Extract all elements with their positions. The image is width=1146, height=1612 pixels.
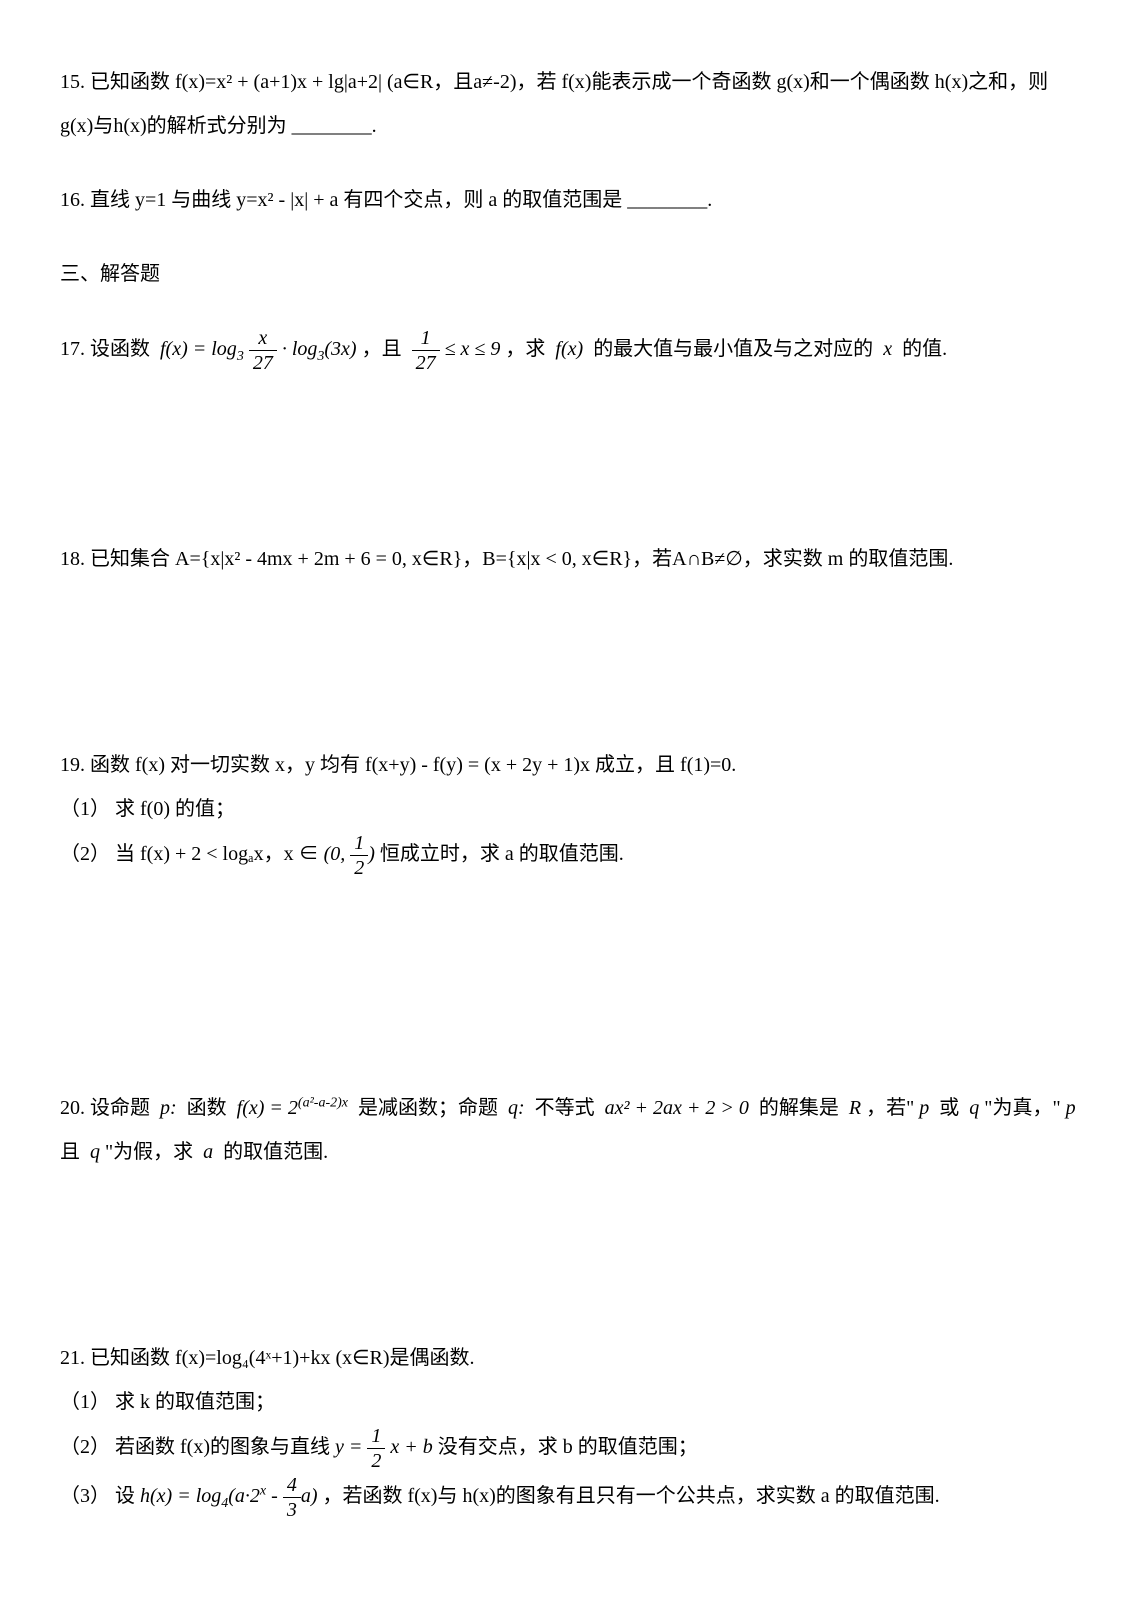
problem-20-number: 20. <box>60 1097 90 1119</box>
problem-20-text-4: 不等式 <box>535 1097 595 1119</box>
problem-21-sub1-prefix: （1） <box>60 1391 110 1413</box>
problem-19-sub1-prefix: （1） <box>60 798 110 820</box>
problem-17-text-3: ，求 <box>505 338 545 360</box>
problem-17-text-1: 设函数 <box>90 338 150 360</box>
problem-19-sub2-text-1: 当 f(x) + 2 < logₐx，x ∈ <box>115 843 324 865</box>
problem-16: 16. 直线 y=1 与曲线 y=x² - |x| + a 有四个交点，则 a … <box>60 178 1086 222</box>
section-title-text: 三、解答题 <box>60 263 160 285</box>
problem-19-text: 函数 f(x) 对一切实数 x，y 均有 f(x+y) - f(y) = (x … <box>90 754 736 776</box>
problem-20-text-1: 设命题 <box>90 1097 150 1119</box>
problem-20-text-8: "为真，" <box>984 1097 1060 1119</box>
problem-17-formula-2: 127 ≤ x ≤ 9 <box>407 338 501 360</box>
problem-19-number: 19. <box>60 754 90 776</box>
problem-20-text-6: ，若" <box>866 1097 914 1119</box>
problem-19-formula-1: (0, 12) <box>324 843 375 865</box>
problem-20-formula-2: f(x) = 2(a²-a-2)x <box>232 1097 353 1119</box>
problem-17-text-2: ，且 <box>362 338 402 360</box>
problem-20-formula-5: R <box>844 1097 861 1119</box>
problem-21-sub2-text-1: 若函数 f(x)的图象与直线 <box>115 1436 335 1458</box>
problem-21-sub3: （3） 设 h(x) = log4(a·2x - 43a) ，若函数 f(x)与… <box>60 1473 1086 1522</box>
problem-19-sub1-text: 求 f(0) 的值； <box>115 798 235 820</box>
problem-21-text: 已知函数 f(x)=log₄(4ˣ+1)+kx (x∈R)是偶函数. <box>90 1347 475 1369</box>
problem-20-formula-10: a <box>198 1141 218 1163</box>
problem-17-formula-1: f(x) = log3 x27 · log3(3x) <box>155 338 357 360</box>
problem-21-sub3-text-1: 设 <box>115 1485 140 1507</box>
problem-21-formula-2: h(x) = log4(a·2x - 43a) <box>140 1485 317 1507</box>
problem-19-sub2-prefix: （2） <box>60 843 110 865</box>
problem-15-text: 已知函数 f(x)=x² + (a+1)x + lg|a+2| (a∈R，且a≠… <box>60 71 1048 137</box>
problem-20-formula-9: q <box>85 1141 100 1163</box>
problem-19-sub2-text-2: 恒成立时，求 a 的取值范围. <box>380 843 624 865</box>
problem-21-sub1: （1） 求 k 的取值范围； <box>60 1380 1086 1424</box>
problem-21-sub2-prefix: （2） <box>60 1436 110 1458</box>
problem-20-text-2: 函数 <box>187 1097 227 1119</box>
problem-20-formula-6: p <box>919 1097 934 1119</box>
problem-21-sub2: （2） 若函数 f(x)的图象与直线 y = 12 x + b 没有交点，求 b… <box>60 1424 1086 1473</box>
problem-20-text-7: 或 <box>939 1097 959 1119</box>
problem-17: 17. 设函数 f(x) = log3 x27 · log3(3x) ，且 12… <box>60 326 1086 507</box>
problem-15-number: 15. <box>60 71 90 93</box>
problem-20-text-5: 的解集是 <box>759 1097 839 1119</box>
problem-18: 18. 已知集合 A={x|x² - 4mx + 2m + 6 = 0, x∈R… <box>60 537 1086 713</box>
problem-17-text-4: 的最大值与最小值及与之对应的 <box>593 338 873 360</box>
problem-20-text-9: 且 <box>60 1141 80 1163</box>
problem-18-text: 已知集合 A={x|x² - 4mx + 2m + 6 = 0, x∈R}，B=… <box>90 548 953 570</box>
problem-21: 21. 已知函数 f(x)=log₄(4ˣ+1)+kx (x∈R)是偶函数. （… <box>60 1336 1086 1522</box>
problem-19-sub1: （1） 求 f(0) 的值； <box>60 787 1086 831</box>
problem-21-sub3-text-2: ，若函数 f(x)与 h(x)的图象有且只有一个公共点，求实数 a 的取值范围. <box>322 1485 939 1507</box>
problem-19-sub2: （2） 当 f(x) + 2 < logₐx，x ∈ (0, 12) 恒成立时，… <box>60 831 1086 880</box>
problem-18-number: 18. <box>60 548 90 570</box>
problem-17-formula-3: f(x) <box>550 338 588 360</box>
problem-15-blank: ________. <box>292 115 377 137</box>
problem-21-formula-1: y = 12 x + b <box>335 1436 433 1458</box>
problem-20-text-3: 是减函数；命题 <box>358 1097 498 1119</box>
problem-20-text-11: 的取值范围. <box>223 1141 328 1163</box>
problem-17-formula-4: x <box>878 338 897 360</box>
problem-20: 20. 设命题 p: 函数 f(x) = 2(a²-a-2)x 是减函数；命题 … <box>60 1086 1086 1306</box>
problem-20-formula-8: p <box>1066 1097 1081 1119</box>
problem-17-number: 17. <box>60 338 90 360</box>
problem-16-text: 直线 y=1 与曲线 y=x² - |x| + a 有四个交点，则 a 的取值范… <box>90 189 622 211</box>
problem-19: 19. 函数 f(x) 对一切实数 x，y 均有 f(x+y) - f(y) =… <box>60 743 1086 1056</box>
problem-20-text-10: "为假，求 <box>105 1141 193 1163</box>
problem-16-blank: ________. <box>627 189 712 211</box>
problem-16-number: 16. <box>60 189 90 211</box>
problem-21-sub2-text-2: 没有交点，求 b 的取值范围； <box>438 1436 698 1458</box>
problem-20-formula-3: q: <box>503 1097 530 1119</box>
problem-20-formula-4: ax² + 2ax + 2 > 0 <box>600 1097 754 1119</box>
problem-21-sub1-text: 求 k 的取值范围； <box>115 1391 275 1413</box>
problem-17-text-5: 的值. <box>902 338 947 360</box>
section-title: 三、解答题 <box>60 252 1086 296</box>
exam-page: 15. 已知函数 f(x)=x² + (a+1)x + lg|a+2| (a∈R… <box>60 60 1086 1522</box>
problem-20-formula-1: p: <box>155 1097 182 1119</box>
problem-15: 15. 已知函数 f(x)=x² + (a+1)x + lg|a+2| (a∈R… <box>60 60 1086 148</box>
problem-21-sub3-prefix: （3） <box>60 1485 110 1507</box>
problem-20-formula-7: q <box>964 1097 979 1119</box>
problem-21-number: 21. <box>60 1347 90 1369</box>
